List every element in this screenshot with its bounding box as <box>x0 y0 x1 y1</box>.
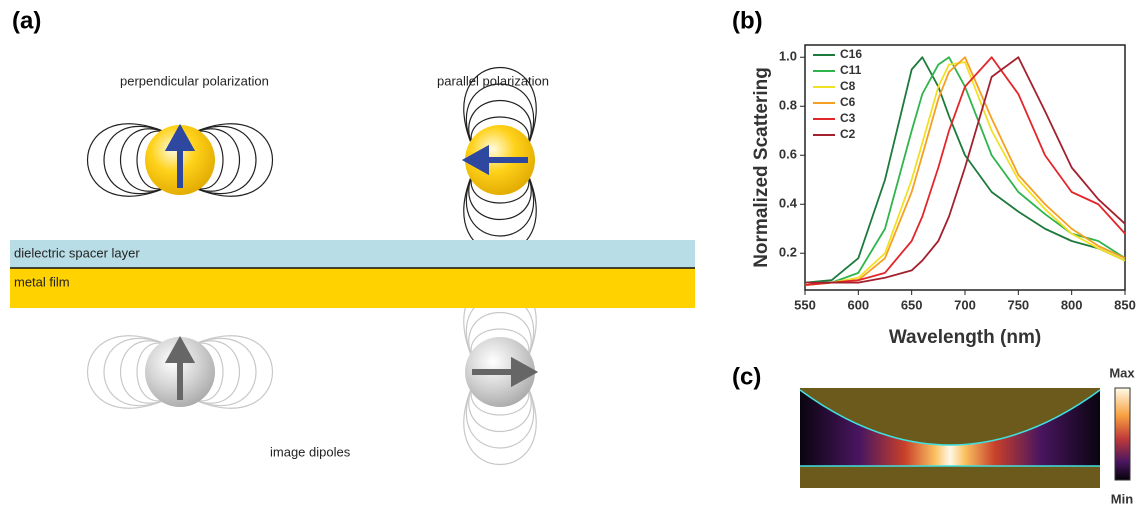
legend-label: C11 <box>840 63 862 77</box>
x-tick-label: 600 <box>847 297 869 312</box>
y-tick-label: 1.0 <box>779 49 797 64</box>
diagram-label: perpendicular polarization <box>120 73 269 88</box>
legend-label: C16 <box>840 47 862 61</box>
legend-label: C3 <box>840 111 856 125</box>
legend-label: C8 <box>840 79 856 93</box>
x-tick-label: 700 <box>954 297 976 312</box>
y-tick-label: 0.8 <box>779 98 797 113</box>
metal-film <box>10 268 695 308</box>
diagram-label: parallel polarization <box>437 73 549 88</box>
x-tick-label: 800 <box>1061 297 1083 312</box>
y-tick-label: 0.6 <box>779 147 797 162</box>
film-region <box>800 466 1100 488</box>
panel-label: (a) <box>12 7 41 34</box>
layer-label: dielectric spacer layer <box>14 245 140 260</box>
colorbar-label: Min <box>1111 491 1133 506</box>
y-tick-label: 0.2 <box>779 245 797 260</box>
panel-label: (b) <box>732 7 763 34</box>
legend-label: C2 <box>840 127 856 141</box>
x-tick-label: 550 <box>794 297 816 312</box>
x-axis-title: Wavelength (nm) <box>889 327 1041 348</box>
legend-label: C6 <box>840 95 856 109</box>
figure: (a) (b) (c) dielectric spacer layer meta… <box>0 0 1147 512</box>
y-tick-label: 0.4 <box>779 196 798 211</box>
layer-label: metal film <box>14 274 70 289</box>
near-field-map: Max Min <box>800 365 1135 506</box>
x-tick-label: 750 <box>1007 297 1029 312</box>
y-axis-title: Normalized Scattering <box>751 67 772 268</box>
colorbar-label: Max <box>1109 365 1135 380</box>
colorbar <box>1115 388 1130 480</box>
x-tick-label: 850 <box>1114 297 1136 312</box>
x-tick-label: 650 <box>901 297 923 312</box>
diagram-label: image dipoles <box>270 444 351 459</box>
panel-label: (c) <box>732 363 761 390</box>
